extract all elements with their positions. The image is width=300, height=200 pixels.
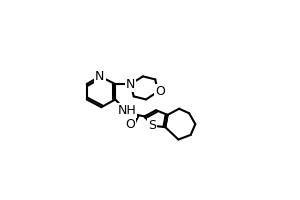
Text: S: S (148, 119, 156, 132)
Text: O: O (125, 118, 135, 131)
Text: O: O (155, 85, 165, 98)
Text: NH: NH (117, 104, 136, 117)
Text: N: N (126, 78, 135, 91)
Text: N: N (95, 70, 104, 83)
